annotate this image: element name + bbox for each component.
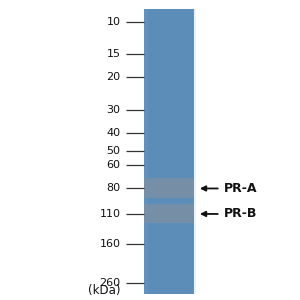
- Text: 10: 10: [106, 17, 121, 27]
- Bar: [144, 9, 148, 294]
- Text: 50: 50: [106, 146, 121, 156]
- Text: 60: 60: [106, 160, 121, 170]
- Text: PR-B: PR-B: [224, 208, 257, 220]
- Text: 40: 40: [106, 128, 121, 138]
- Text: (kDa): (kDa): [88, 284, 121, 297]
- Text: 30: 30: [106, 105, 121, 115]
- Text: PR-A: PR-A: [224, 182, 257, 195]
- Text: 110: 110: [100, 209, 121, 219]
- Bar: [144, 9, 194, 294]
- Text: 260: 260: [100, 278, 121, 288]
- Text: 80: 80: [106, 184, 121, 194]
- Text: 15: 15: [106, 50, 121, 59]
- Bar: [193, 9, 196, 294]
- Text: 160: 160: [100, 239, 121, 249]
- Text: 20: 20: [106, 73, 121, 82]
